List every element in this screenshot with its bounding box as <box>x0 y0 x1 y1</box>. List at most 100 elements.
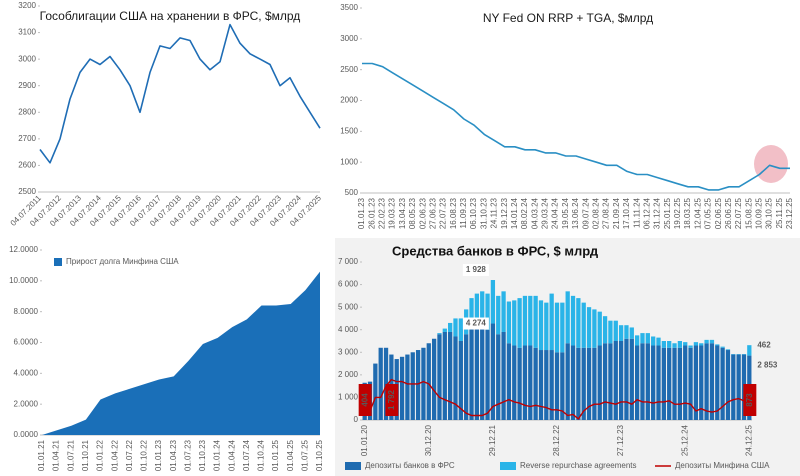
x-tick-label: 24.04.24 <box>551 197 560 229</box>
bar <box>618 341 624 420</box>
bar <box>725 349 731 351</box>
x-tick-label: 01.07.24 <box>242 439 251 471</box>
bar <box>522 295 528 346</box>
bar <box>453 318 458 337</box>
bar <box>378 347 383 420</box>
x-tick-label: 01.04.25 <box>286 439 295 471</box>
bar <box>677 347 683 420</box>
value-label-box <box>743 384 757 416</box>
bar <box>549 293 554 351</box>
x-tick-label: 19.05.24 <box>561 197 570 229</box>
bar <box>640 343 645 420</box>
bar <box>496 334 501 420</box>
y-tick-label: 2900 <box>18 81 36 90</box>
bar <box>485 329 490 420</box>
x-tick-label: 02.06.23 <box>418 197 427 229</box>
y-tick-label: 3000 <box>340 34 358 43</box>
bar <box>693 342 699 346</box>
x-tick-label: 18.03.25 <box>683 197 692 229</box>
bar <box>517 298 522 348</box>
bar <box>437 334 442 420</box>
y-tick-label: 3 000 <box>338 347 359 356</box>
line <box>364 378 750 420</box>
x-tick-label: 01.04.24 <box>227 439 236 471</box>
bar <box>677 341 683 348</box>
legend-swatch <box>500 462 516 470</box>
bar <box>442 328 447 332</box>
bar <box>453 336 458 420</box>
y-tick-label: 3000 <box>18 54 36 63</box>
y-tick-label: 6 000 <box>338 280 359 289</box>
bar <box>672 343 677 348</box>
bar <box>533 347 538 420</box>
bar <box>421 347 426 420</box>
y-tick-label: 7 000 <box>338 257 359 266</box>
bar <box>565 291 570 344</box>
bar <box>645 343 650 420</box>
x-tick-label: 26.06.25 <box>724 197 733 229</box>
bar <box>651 336 656 346</box>
bar <box>448 322 453 332</box>
x-tick-label: 24.12.25 <box>744 424 753 456</box>
x-tick-label: 13.06.24 <box>571 197 580 229</box>
value-label: 873 <box>745 393 754 407</box>
y-tick-label: 2700 <box>18 134 36 143</box>
bar <box>709 339 715 344</box>
bar <box>581 347 586 420</box>
x-tick-label: 01.04.21 <box>52 439 61 471</box>
y-tick-label: 8.0000 <box>14 307 39 316</box>
x-tick-label: 01.01.23 <box>357 197 366 229</box>
x-tick-label: 01.07.22 <box>125 439 134 471</box>
x-tick-label: 11.09.23 <box>459 197 468 228</box>
bar <box>715 344 720 346</box>
bar <box>501 331 506 420</box>
chart-title: NY Fed ON RRP + TGA, $млрд <box>483 11 653 25</box>
x-tick-label: 01.01.20 <box>360 424 369 456</box>
x-tick-label: 10.09.25 <box>755 197 764 229</box>
bar <box>458 318 463 341</box>
bar <box>602 316 608 344</box>
bar <box>517 347 522 420</box>
y-tick-label: 6.0000 <box>14 338 39 347</box>
bar <box>560 302 565 353</box>
bar <box>496 295 501 335</box>
bar <box>704 339 709 344</box>
bar <box>549 350 554 420</box>
bar <box>624 338 629 420</box>
y-tick-label: 500 <box>345 188 359 197</box>
y-tick-label: 2 000 <box>338 370 359 379</box>
bar <box>474 293 479 326</box>
value-label-box <box>462 264 489 277</box>
highlight-circle <box>754 145 788 183</box>
line <box>362 62 790 191</box>
x-tick-label: 22.02.23 <box>377 197 386 229</box>
x-tick-label: 01.07.21 <box>66 439 75 471</box>
bar <box>522 345 528 420</box>
bar <box>656 345 661 420</box>
bar <box>656 337 661 346</box>
x-tick-label: 27.08.24 <box>602 197 611 229</box>
bar <box>602 343 608 420</box>
y-tick-label: 0.0000 <box>14 430 39 439</box>
bar <box>629 338 634 420</box>
bar <box>528 295 533 346</box>
x-tick-label: 25.11.25 <box>775 197 784 228</box>
y-tick-label: 2800 <box>18 107 36 116</box>
bar <box>608 343 613 420</box>
x-tick-label: 15.08.25 <box>744 197 753 229</box>
bar <box>693 345 699 420</box>
x-tick-label: 30.10.25 <box>765 197 774 229</box>
x-tick-label: 08.02.24 <box>520 197 529 229</box>
bar <box>490 280 496 324</box>
x-tick-label: 27.12.23 <box>616 424 625 456</box>
y-tick-label: 4.0000 <box>14 368 39 377</box>
bar <box>683 345 688 420</box>
bar <box>645 333 650 344</box>
value-label: 404 <box>360 393 369 407</box>
bar <box>431 338 437 420</box>
y-tick-label: 2.0000 <box>14 399 39 408</box>
legend-swatch <box>54 258 62 266</box>
x-tick-label: 22.07.25 <box>734 197 743 229</box>
x-tick-label: 27.06.23 <box>428 197 437 229</box>
